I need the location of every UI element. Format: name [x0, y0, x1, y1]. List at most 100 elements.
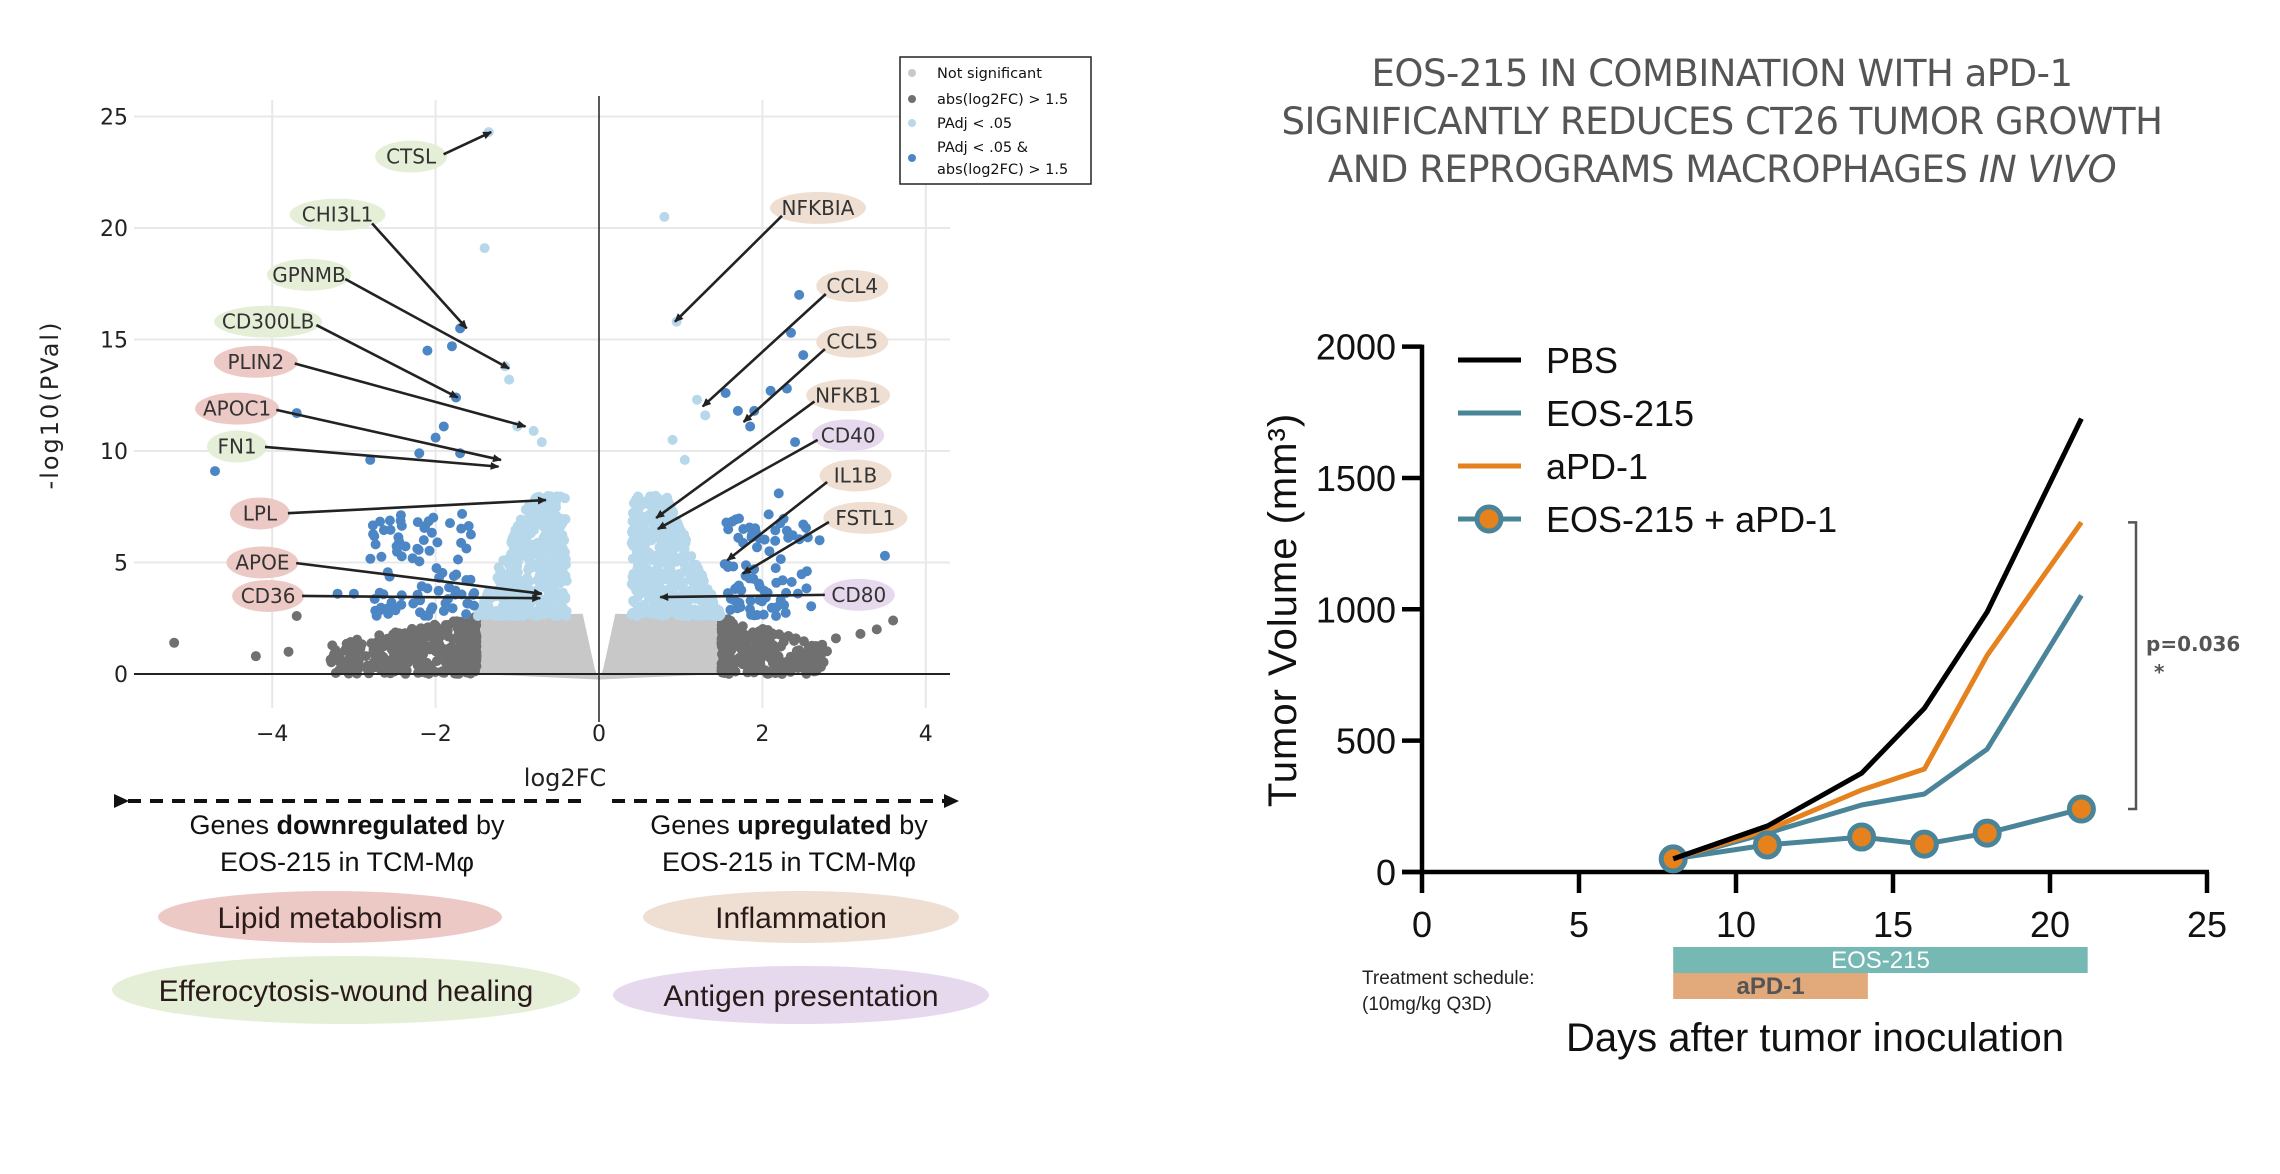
gene-annotation-arrow: [264, 445, 500, 470]
volcano-point: [463, 521, 474, 531]
volcano-point: [746, 609, 757, 620]
volcano-point: [806, 601, 817, 612]
volcano-point: [663, 568, 674, 578]
figure-title: EOS-215 IN COMBINATION WITH aPD-1 SIGNIF…: [1282, 52, 2163, 191]
volcano-point: [445, 518, 455, 529]
volcano-x-tick-label: −4: [256, 722, 288, 747]
legend-item-eos-215-apd-1: EOS-215 + aPD-1: [1458, 499, 1837, 540]
category-label: Efferocytosis-wound healing: [159, 975, 534, 1008]
volcano-point: [735, 643, 746, 654]
gene-annotation-gpnmb: GPNMB: [266, 258, 511, 370]
gene-label-background: [266, 258, 351, 291]
volcano-point: [368, 529, 379, 540]
gene-label: PLIN2: [227, 350, 284, 374]
gene-label-background: [823, 501, 908, 534]
volcano-point: [372, 636, 383, 647]
volcano-point: [447, 603, 458, 614]
volcano-point: [549, 573, 560, 584]
legend-item-apd-1: aPD-1: [1458, 446, 1648, 487]
data-point-marker: [2066, 794, 2096, 824]
growth-axes: 0 500 1000 1500 2000 0 5 10 15 20 25: [1316, 327, 2227, 945]
data-point-marker: [1972, 818, 2002, 848]
volcano-point: [633, 491, 643, 502]
volcano-point: [448, 571, 459, 582]
volcano-point: [386, 644, 397, 655]
volcano-point: [393, 532, 404, 543]
category-lipid-metabolism: Lipid metabolism: [158, 891, 502, 943]
gene-label-background: [207, 430, 268, 463]
growth-y-tick-label: 1500: [1316, 458, 1396, 499]
volcano-point: [374, 605, 385, 616]
volcano-point: [727, 618, 738, 629]
growth-x-tick-label: 0: [1412, 904, 1432, 945]
growth-y-tick-label: 0: [1376, 852, 1396, 893]
volcano-point: [382, 633, 393, 644]
volcano-point: [699, 608, 710, 619]
volcano-point: [557, 517, 568, 528]
volcano-point: [771, 611, 781, 621]
bracket-line: [2128, 521, 2138, 811]
volcano-point: [745, 421, 756, 432]
series-apd-1: [1672, 520, 2084, 862]
volcano-point: [540, 533, 551, 544]
volcano-point: [692, 394, 703, 405]
gene-annotation-arrow: [742, 348, 826, 423]
volcano-point: [680, 538, 691, 549]
volcano-point: [531, 562, 542, 573]
legend-swatch-padj: [908, 119, 916, 127]
gene-annotation-fstl1: FSTL1: [741, 501, 908, 575]
volcano-point: [415, 607, 425, 618]
gene-label-background: [819, 459, 892, 492]
volcano-point: [456, 523, 467, 534]
volcano-point: [509, 530, 520, 541]
volcano-point: [501, 600, 511, 611]
treatment-bar-eos-215: EOS-215: [1673, 947, 2088, 974]
gene-annotation-apoc1: APOC1: [195, 392, 502, 463]
gene-label: IL1B: [834, 464, 878, 488]
treatment-bar-apd-1: aPD-1: [1673, 973, 1868, 1000]
gene-annotation-arrow: [726, 480, 828, 562]
volcano-point: [754, 626, 765, 637]
gene-label: LPL: [243, 501, 278, 525]
volcano-point: [412, 517, 423, 528]
gene-label-background: [195, 392, 280, 425]
volcano-point: [783, 532, 794, 543]
gene-annotation-nfkbia: NFKBIA: [674, 191, 866, 323]
category-ellipse: [112, 956, 580, 1024]
volcano-point: [764, 546, 775, 557]
legend-label-fc: abs(log2FC) > 1.5: [937, 92, 1068, 108]
volcano-point: [542, 544, 553, 555]
volcano-x-tick-label: 0: [592, 722, 606, 747]
volcano-point: [627, 553, 638, 564]
volcano-point: [632, 609, 643, 620]
volcano-point: [798, 519, 809, 530]
gene-annotation-ccl4: CCL4: [701, 269, 889, 408]
volcano-point: [401, 656, 412, 667]
volcano-point: [561, 575, 572, 586]
volcano-point: [338, 662, 349, 673]
volcano-point: [412, 543, 423, 554]
volcano-point: [678, 587, 689, 598]
volcano-point: [283, 646, 294, 657]
volcano-point: [785, 327, 796, 338]
volcano-point: [509, 603, 519, 614]
volcano-point: [490, 610, 500, 621]
legend-swatch-fc: [908, 95, 916, 103]
volcano-point: [770, 525, 781, 536]
volcano-point: [784, 661, 795, 672]
volcano-tick-labels: −4 −2 0 2 4 0 5 10 15 20 25: [100, 106, 933, 748]
growth-x-tick-label: 20: [2030, 904, 2070, 945]
volcano-point: [457, 622, 467, 633]
volcano-point: [503, 575, 514, 586]
volcano-point: [443, 631, 454, 642]
legend-box: [899, 56, 1092, 185]
volcano-point: [512, 520, 523, 531]
volcano-point: [374, 653, 384, 663]
volcano-point: [552, 540, 563, 551]
volcano-point: [438, 650, 449, 661]
volcano-point: [397, 636, 408, 646]
volcano-point: [777, 575, 788, 586]
volcano-point: [657, 545, 668, 555]
volcano-point: [535, 500, 546, 511]
volcano-point: [653, 561, 663, 572]
